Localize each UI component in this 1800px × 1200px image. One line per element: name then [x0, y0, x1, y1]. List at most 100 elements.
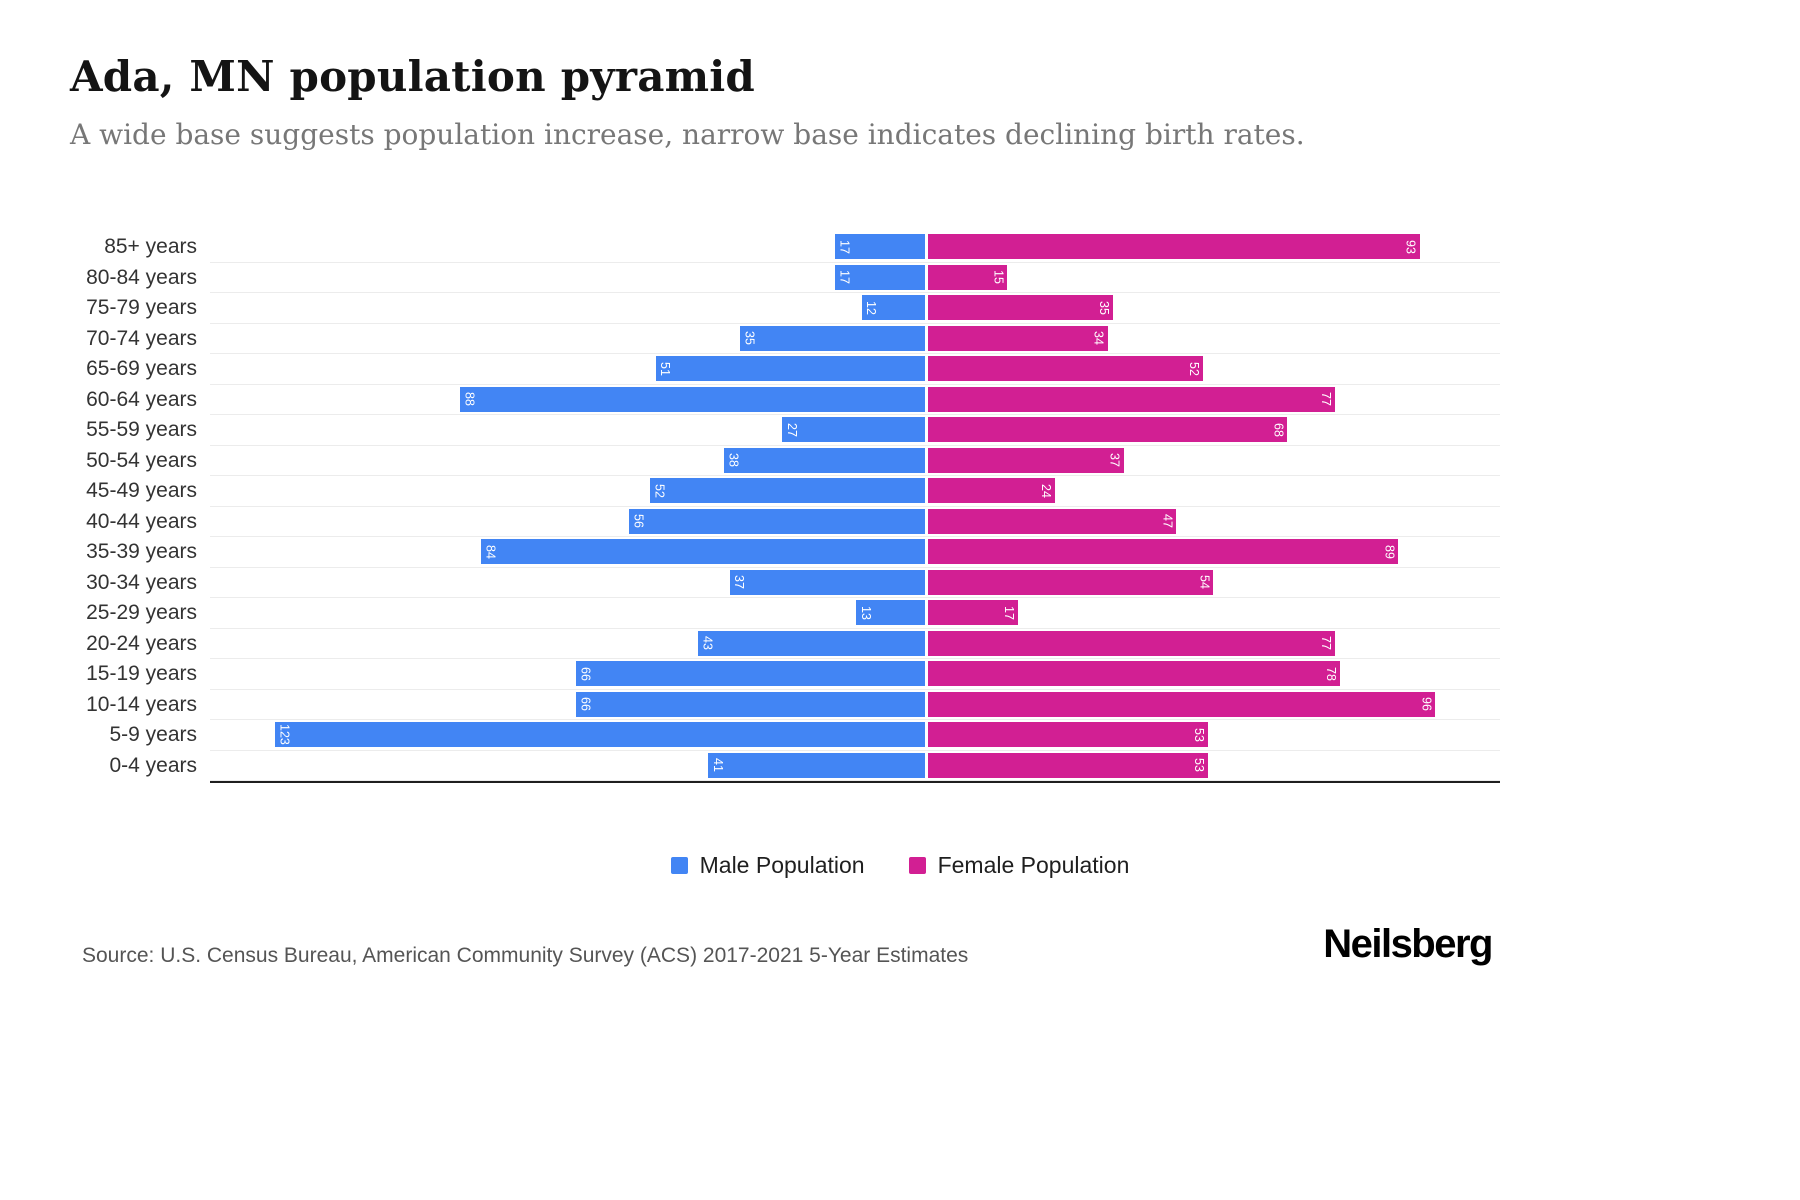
pyramid-row: 0-4 years 41 53 [70, 751, 1500, 781]
row-plot: 88 77 [210, 385, 1500, 415]
female-bar[interactable]: 77 [928, 386, 1335, 412]
age-label: 50-54 years [86, 448, 197, 472]
female-bar-value: 17 [1001, 605, 1016, 620]
male-bar[interactable]: 27 [782, 417, 925, 443]
pyramid-row: 75-79 years 12 35 [70, 293, 1500, 324]
age-label: 10-14 years [86, 692, 197, 716]
female-bar[interactable]: 15 [928, 264, 1008, 290]
row-plot: 43 77 [210, 629, 1500, 659]
male-swatch-icon [670, 857, 688, 874]
row-plot: 66 96 [210, 690, 1500, 720]
age-label: 5-9 years [109, 723, 197, 747]
female-bar[interactable]: 54 [928, 569, 1214, 595]
male-bar-value: 17 [837, 270, 852, 285]
male-bar-value: 12 [864, 300, 879, 315]
row-plot: 84 89 [210, 537, 1500, 568]
female-bar[interactable]: 37 [928, 447, 1124, 473]
row-plot: 56 47 [210, 507, 1500, 537]
row-plot: 35 34 [210, 324, 1500, 354]
female-bar-value: 93 [1403, 239, 1418, 254]
female-bar-value: 89 [1382, 544, 1397, 559]
row-plot: 66 78 [210, 659, 1500, 690]
female-bar[interactable]: 89 [928, 539, 1399, 565]
female-bar-value: 53 [1192, 727, 1207, 742]
male-bar[interactable]: 38 [724, 447, 925, 473]
female-bar[interactable]: 35 [928, 295, 1113, 321]
pyramid-row: 25-29 years 13 17 [70, 598, 1500, 629]
female-bar-value: 52 [1186, 361, 1201, 376]
female-bar-value: 96 [1419, 697, 1434, 712]
female-bar-value: 15 [991, 270, 1006, 285]
female-bar-value: 54 [1197, 575, 1212, 590]
male-bar-value: 35 [742, 331, 757, 346]
male-bar[interactable]: 35 [740, 325, 925, 351]
male-bar-value: 38 [726, 453, 741, 468]
legend-item-female[interactable]: Female Population [908, 852, 1129, 879]
male-bar-value: 41 [710, 758, 725, 773]
pyramid-row: 35-39 years 84 89 [70, 537, 1500, 568]
male-bar-value: 56 [631, 514, 646, 529]
male-bar-value: 17 [837, 239, 852, 254]
male-bar[interactable]: 12 [861, 295, 925, 321]
pyramid-row: 40-44 years 56 47 [70, 507, 1500, 537]
age-label: 15-19 years [86, 662, 197, 686]
female-bar[interactable]: 53 [928, 722, 1209, 748]
female-bar[interactable]: 77 [928, 630, 1335, 656]
age-label: 65-69 years [86, 357, 197, 381]
male-bar[interactable]: 37 [729, 569, 925, 595]
row-plot: 51 52 [210, 354, 1500, 385]
male-bar[interactable]: 17 [835, 234, 925, 260]
neilsberg-logo[interactable]: Neilsberg [1323, 922, 1493, 966]
female-bar[interactable]: 93 [928, 234, 1420, 260]
row-plot: 38 37 [210, 446, 1500, 476]
male-bar[interactable]: 43 [697, 630, 925, 656]
pyramid-row: 15-19 years 66 78 [70, 659, 1500, 690]
legend-male-label: Male Population [699, 852, 865, 878]
male-bar[interactable]: 51 [655, 356, 925, 382]
male-bar[interactable]: 56 [629, 508, 925, 534]
female-swatch-icon [908, 857, 926, 874]
row-plot: 17 15 [210, 263, 1500, 293]
age-label: 25-29 years [86, 601, 197, 625]
male-bar[interactable]: 13 [856, 600, 925, 626]
female-bar-value: 37 [1107, 453, 1122, 468]
female-bar[interactable]: 17 [928, 600, 1018, 626]
female-bar[interactable]: 53 [928, 752, 1209, 778]
male-bar[interactable]: 66 [576, 661, 925, 687]
pyramid-row: 85+ years 17 93 [70, 232, 1500, 263]
male-bar[interactable]: 52 [650, 478, 925, 504]
female-bar[interactable]: 34 [928, 325, 1108, 351]
pyramid-row: 10-14 years 66 96 [70, 690, 1500, 720]
male-bar[interactable]: 17 [835, 264, 925, 290]
female-bar-value: 68 [1271, 422, 1286, 437]
age-label: 0-4 years [109, 753, 197, 777]
male-bar[interactable]: 66 [576, 691, 925, 717]
row-plot: 27 68 [210, 415, 1500, 446]
female-bar[interactable]: 52 [928, 356, 1203, 382]
male-bar-value: 52 [652, 483, 667, 498]
age-label: 80-84 years [86, 265, 197, 289]
female-bar[interactable]: 24 [928, 478, 1055, 504]
male-bar[interactable]: 84 [481, 539, 925, 565]
male-bar[interactable]: 41 [708, 752, 925, 778]
age-label: 55-59 years [86, 418, 197, 442]
male-bar-value: 84 [483, 544, 498, 559]
age-label: 60-64 years [86, 387, 197, 411]
pyramid-row: 20-24 years 43 77 [70, 629, 1500, 659]
male-bar[interactable]: 123 [275, 722, 925, 748]
age-label: 30-34 years [86, 570, 197, 594]
age-label: 45-49 years [86, 479, 197, 503]
male-bar-value: 13 [858, 605, 873, 620]
male-bar[interactable]: 88 [460, 386, 925, 412]
pyramid-row: 70-74 years 35 34 [70, 324, 1500, 354]
pyramid-rows: 85+ years 17 93 80-84 years 17 15 75-79 years 1… [70, 232, 1500, 781]
female-bar[interactable]: 96 [928, 691, 1436, 717]
age-label: 20-24 years [86, 631, 197, 655]
female-bar[interactable]: 47 [928, 508, 1177, 534]
female-bar-value: 77 [1318, 392, 1333, 407]
female-bar[interactable]: 78 [928, 661, 1341, 687]
legend-item-male[interactable]: Male Population [670, 852, 865, 879]
female-bar[interactable]: 68 [928, 417, 1288, 443]
female-bar-value: 78 [1324, 666, 1339, 681]
